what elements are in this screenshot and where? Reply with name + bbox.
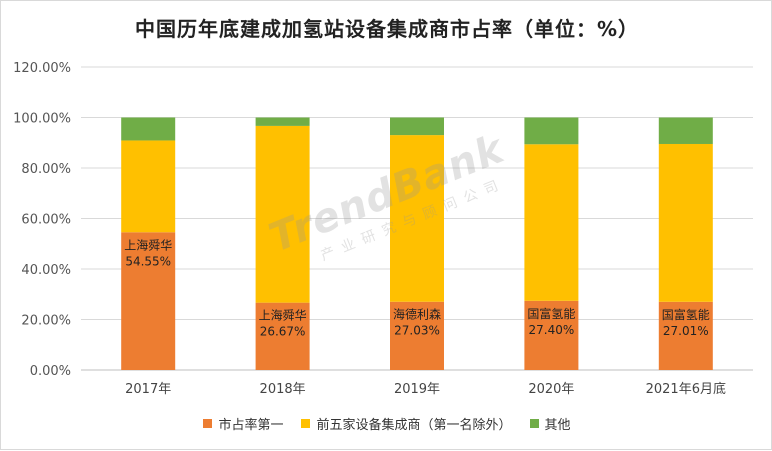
- company-label: 上海舜华: [124, 237, 172, 252]
- legend-swatch: [301, 419, 311, 428]
- legend: 市占率第一 前五家设备集成商（第一名除外） 其他: [1, 414, 772, 433]
- bar-segment-other: [658, 117, 713, 144]
- y-tick-label: 40.00%: [21, 263, 71, 278]
- bar-segment-top5: [121, 140, 176, 233]
- bar-segment-other: [255, 117, 310, 126]
- bar-segment-first: [524, 300, 579, 370]
- y-tick-label: 60.00%: [21, 213, 71, 228]
- data-label: 27.03%: [394, 324, 440, 338]
- legend-swatch: [529, 419, 539, 428]
- y-tick-label: 0.00%: [30, 364, 71, 379]
- bar-segment-first: [121, 232, 176, 370]
- legend-item: 前五家设备集成商（第一名除外）: [301, 414, 512, 433]
- bar-segment-other: [121, 117, 176, 141]
- legend-item: 其他: [529, 414, 571, 433]
- y-tick-label: 20.00%: [21, 314, 71, 329]
- x-tick-label: 2018年: [260, 382, 306, 397]
- bar-segment-first: [390, 301, 444, 370]
- x-tick-label: 2019年: [394, 382, 440, 397]
- legend-swatch: [203, 419, 213, 428]
- bar-segment-first: [255, 302, 310, 370]
- company-label: 国富氢能: [662, 307, 710, 322]
- bar-segment-first: [658, 301, 713, 370]
- x-tick-label: 2021年6月底: [646, 381, 726, 397]
- legend-label: 其他: [544, 418, 571, 433]
- legend-label: 前五家设备集成商（第一名除外）: [316, 418, 512, 433]
- bar-segment-top5: [524, 144, 579, 301]
- data-label: 26.67%: [260, 325, 306, 339]
- chart-title: 中国历年底建成加氢站设备集成商市占率（单位：%）: [134, 17, 640, 41]
- bar-segment-top5: [658, 143, 713, 302]
- bar-segment-top5: [390, 135, 444, 302]
- legend-item: 市占率第一: [203, 414, 283, 433]
- bar-segment-other: [524, 117, 579, 145]
- company-label: 上海舜华: [259, 308, 307, 323]
- bar-segment-top5: [255, 125, 310, 303]
- x-tick-label: 2020年: [528, 382, 574, 397]
- x-tick-label: 2017年: [125, 382, 171, 397]
- company-label: 国富氢能: [527, 306, 575, 321]
- y-tick-label: 120.00%: [13, 61, 71, 76]
- bar-segment-other: [390, 117, 444, 136]
- data-label: 27.40%: [529, 323, 575, 337]
- y-tick-label: 100.00%: [13, 112, 71, 127]
- data-label: 54.55%: [125, 254, 171, 268]
- legend-label: 市占率第一: [218, 418, 284, 433]
- data-label: 27.01%: [663, 324, 709, 338]
- company-label: 海德利森: [393, 307, 441, 322]
- y-tick-label: 80.00%: [21, 162, 71, 177]
